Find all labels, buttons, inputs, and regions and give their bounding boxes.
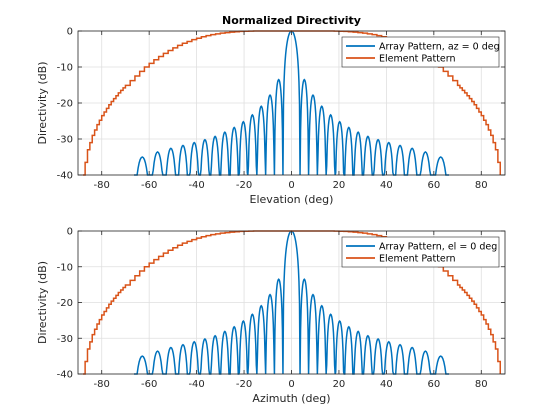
y-tick-label: -10 — [57, 63, 73, 74]
x-tick-label: -20 — [236, 379, 252, 390]
x-tick-label: 80 — [475, 180, 488, 191]
x-tick-label: 0 — [288, 180, 294, 191]
y-tick-label: 0 — [67, 227, 73, 238]
x-tick-label: 40 — [380, 379, 393, 390]
y-tick-label: -10 — [57, 262, 73, 273]
x-tick-label: 20 — [333, 180, 346, 191]
y-tick-label: -30 — [57, 334, 73, 345]
x-tick-label: 60 — [427, 379, 440, 390]
x-tick-label: 40 — [380, 180, 393, 191]
legend-entry: Array Pattern, az = 0 deg — [379, 41, 500, 52]
legend-box — [341, 36, 500, 68]
legend-entry: Array Pattern, el = 0 deg — [379, 241, 497, 252]
y-tick-label: -40 — [57, 171, 73, 182]
y-axis-label: Directivity (dB) — [36, 62, 49, 145]
chart-title: Normalized Directivity — [222, 14, 361, 27]
x-axis-label: Elevation (deg) — [250, 193, 334, 206]
y-tick-label: 0 — [67, 27, 73, 38]
x-axis-label: Azimuth (deg) — [252, 392, 330, 405]
x-tick-label: 80 — [475, 379, 488, 390]
legend-box — [341, 236, 500, 268]
y-tick-label: -20 — [57, 99, 73, 110]
y-tick-label: -30 — [57, 135, 73, 146]
legend-entry: Element Pattern — [379, 53, 456, 64]
x-tick-label: -60 — [141, 180, 157, 191]
subplot-bottom: -80 -60 -40 -20 0 20 40 60 80 0 -10 -20 -30 -40 Azimut… — [36, 227, 506, 405]
x-tick-label: -80 — [94, 379, 110, 390]
x-tick-label: -40 — [188, 379, 204, 390]
y-axis-label: Directivity (dB) — [36, 261, 49, 344]
x-tick-label: -40 — [188, 180, 204, 191]
x-tick-label: -20 — [236, 180, 252, 191]
x-tick-label: -60 — [141, 379, 157, 390]
subplot-top: -80 -60 -40 -20 0 20 40 60 80 0 -10 -20 -30 -40 Normal… — [36, 14, 506, 206]
x-tick-label: -80 — [94, 180, 110, 191]
legend-entry: Element Pattern — [379, 253, 456, 264]
x-tick-label: 60 — [427, 180, 440, 191]
x-tick-label: 20 — [333, 379, 346, 390]
x-tick-label: 0 — [288, 379, 294, 390]
y-tick-label: -20 — [57, 298, 73, 309]
y-tick-label: -40 — [57, 370, 73, 381]
